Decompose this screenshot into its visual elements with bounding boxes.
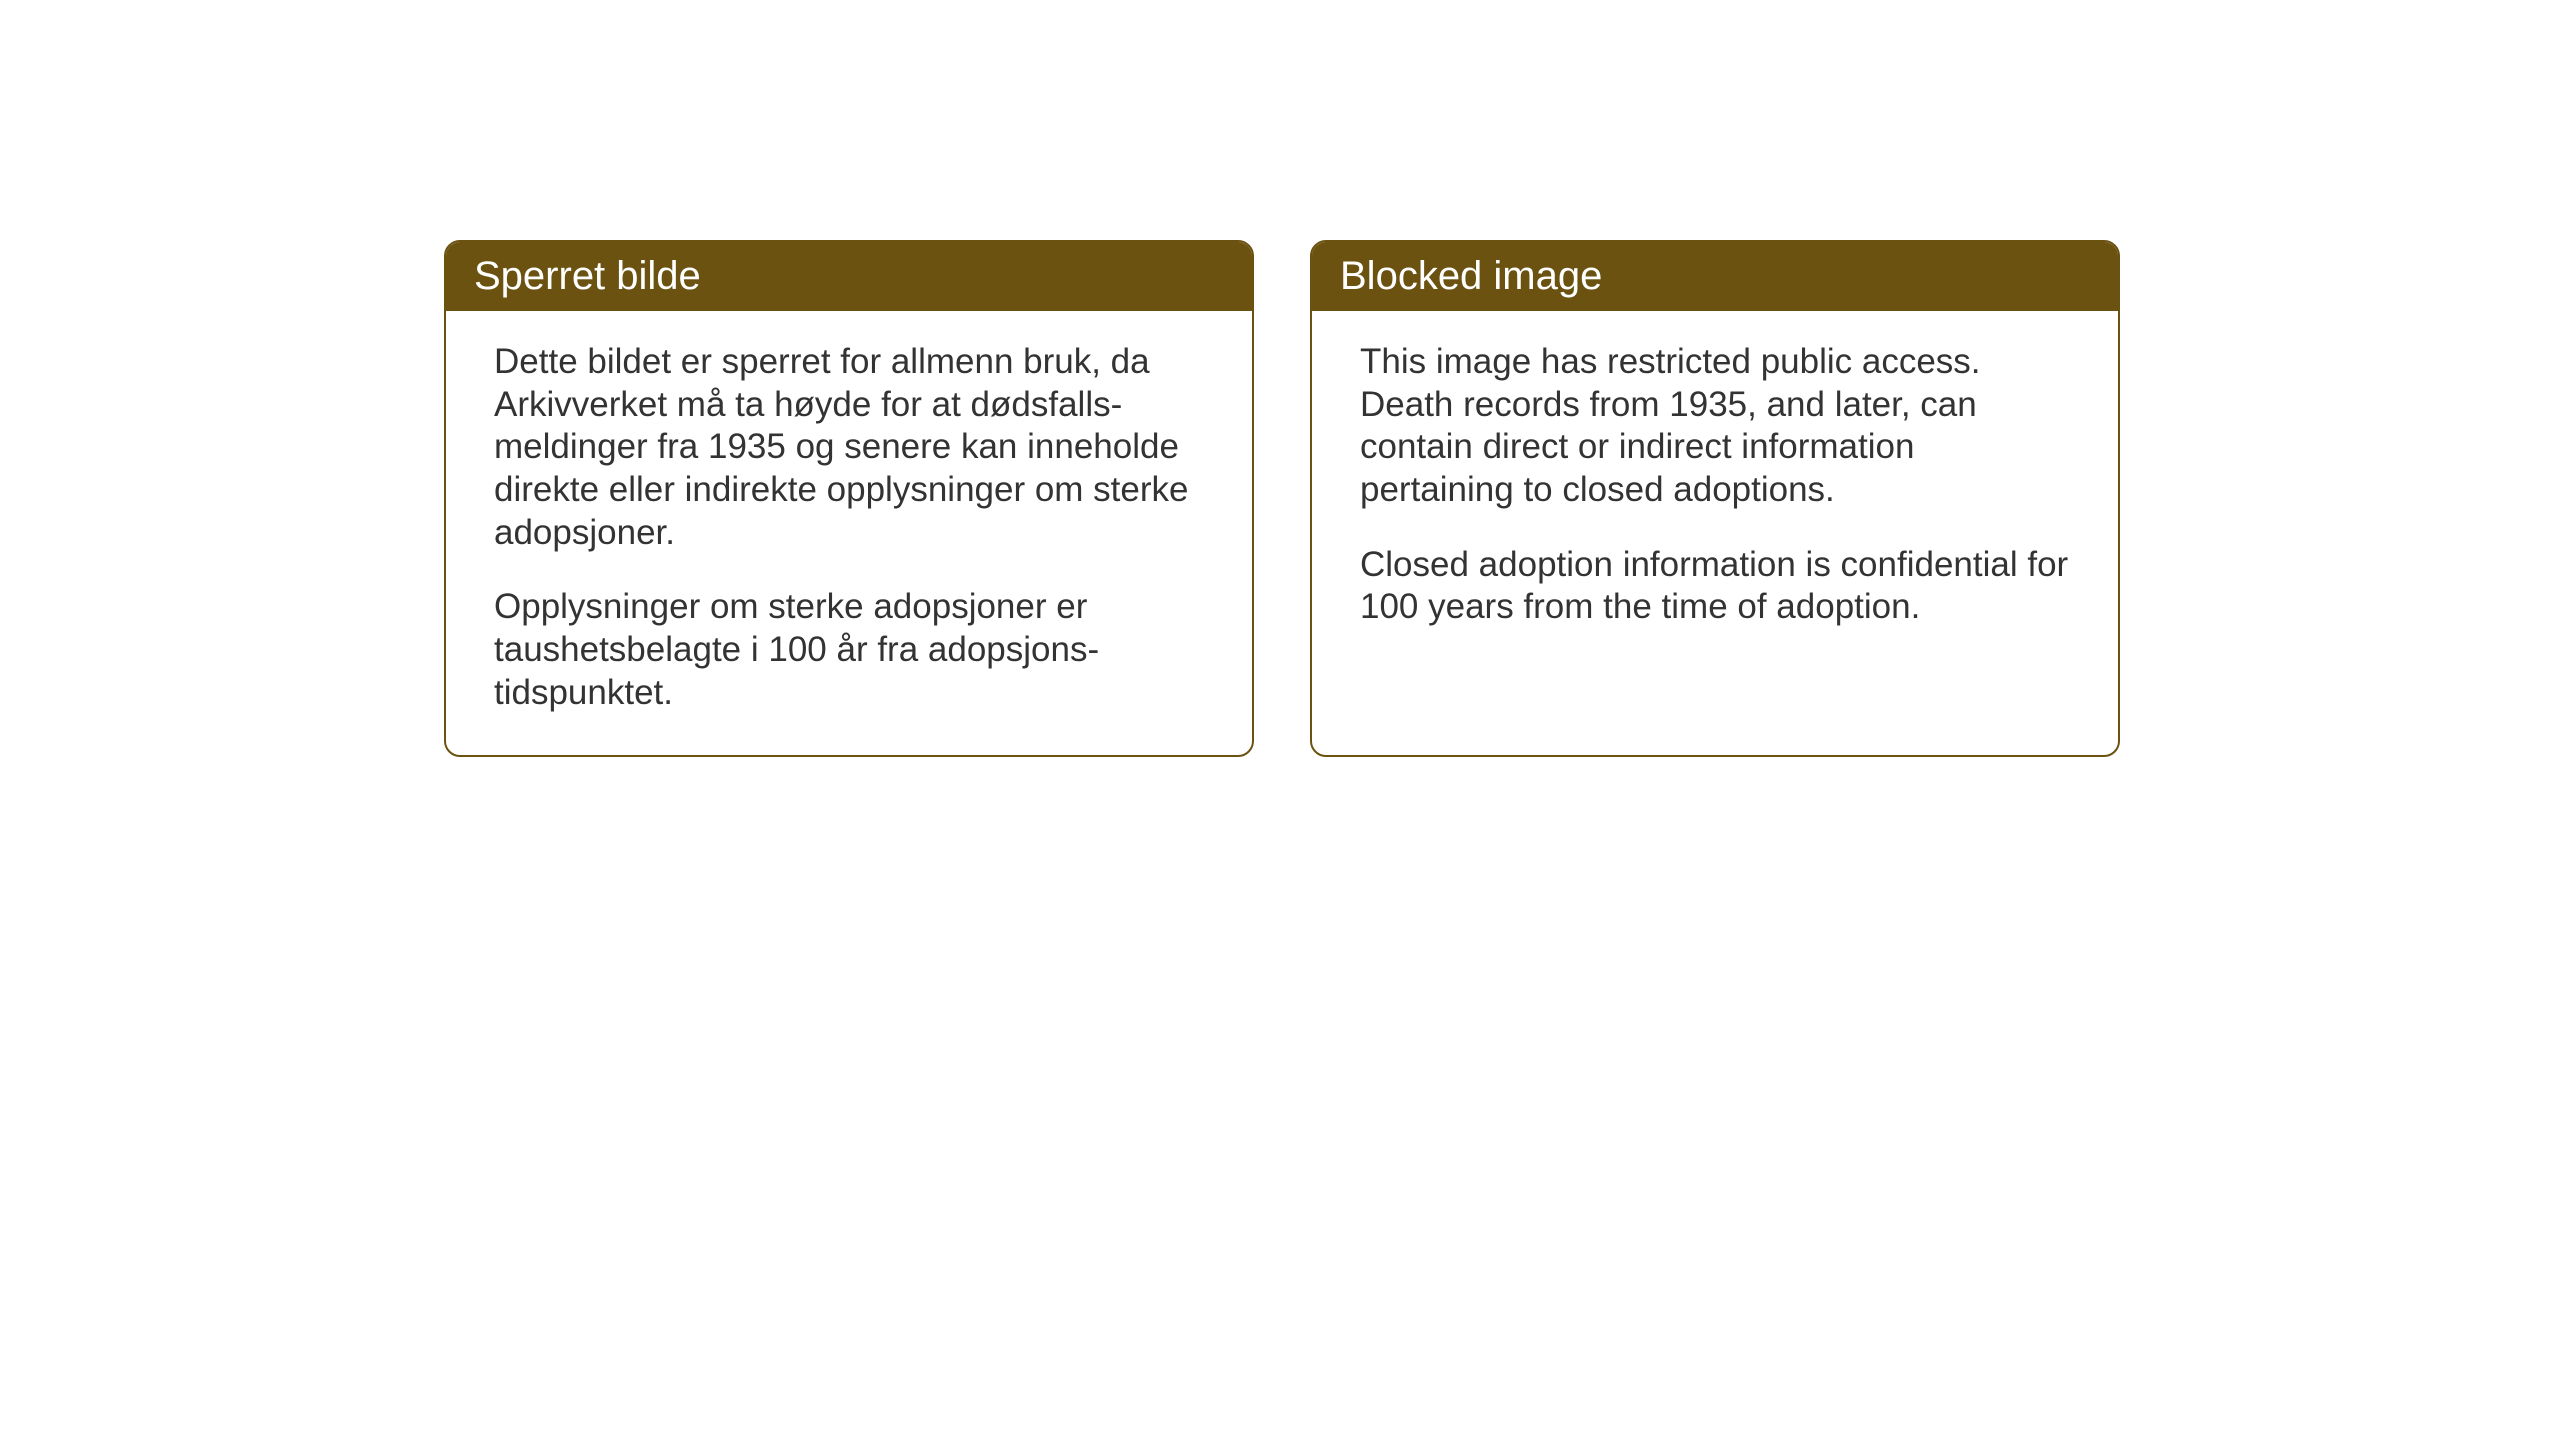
card-english-body: This image has restricted public access.… [1312,311,2118,669]
card-norwegian-header: Sperret bilde [446,242,1252,311]
card-norwegian-body: Dette bildet er sperret for allmenn bruk… [446,311,1252,755]
card-norwegian: Sperret bilde Dette bildet er sperret fo… [444,240,1254,757]
card-norwegian-title: Sperret bilde [474,254,701,298]
card-english-paragraph-2: Closed adoption information is confident… [1360,544,2070,629]
card-english-title: Blocked image [1340,254,1602,298]
card-english-header: Blocked image [1312,242,2118,311]
card-norwegian-paragraph-1: Dette bildet er sperret for allmenn bruk… [494,341,1204,554]
card-norwegian-paragraph-2: Opplysninger om sterke adopsjoner er tau… [494,586,1204,714]
cards-container: Sperret bilde Dette bildet er sperret fo… [444,240,2120,757]
card-english-paragraph-1: This image has restricted public access.… [1360,341,2070,512]
card-english: Blocked image This image has restricted … [1310,240,2120,757]
